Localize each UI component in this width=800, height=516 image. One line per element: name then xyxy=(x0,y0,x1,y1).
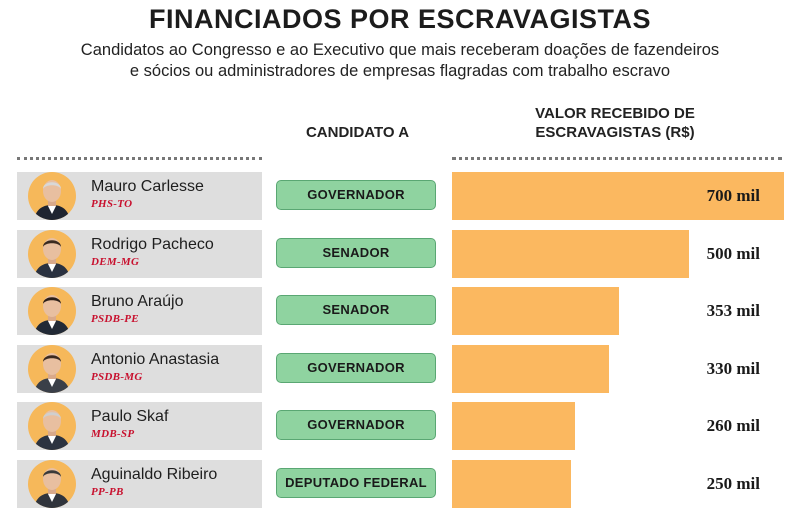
avatar xyxy=(28,229,76,278)
candidate-name: Paulo Skaf xyxy=(91,408,169,425)
candidate-name: Rodrigo Pacheco xyxy=(91,235,214,253)
office-badge: SENADOR xyxy=(276,237,436,268)
table-row: Paulo Skaf MDB-SP GOVERNADOR 260 mil xyxy=(0,402,800,458)
candidate-name: Mauro Carlesse xyxy=(91,178,204,195)
candidate-name: Antonio Anastasia xyxy=(91,350,220,368)
candidate-cell: Paulo Skaf MDB-SP xyxy=(17,402,262,450)
chart-subtitle: Candidatos ao Congresso e ao Executivo q… xyxy=(0,40,800,82)
candidate-party: PSDB-MG xyxy=(91,370,143,383)
office-badge: GOVERNADOR xyxy=(276,352,436,383)
candidate-name: Bruno Araújo xyxy=(91,293,184,310)
office-badge: SENADOR xyxy=(276,295,436,325)
chart-title: FINANCIADOS POR ESCRAVAGISTAS xyxy=(148,4,652,34)
subtitle-line-2: e sócios ou administradores de empresas … xyxy=(129,62,671,80)
candidate-cell: Mauro Carlesse PHS-TO xyxy=(17,172,262,220)
candidate-cell: Antonio Anastasia PSDB-MG xyxy=(17,344,262,393)
candidate-party: DEM-MG xyxy=(91,255,140,268)
divider-right xyxy=(452,157,782,160)
data-label: 330 mil xyxy=(706,358,760,378)
data-label: 250 mil xyxy=(706,473,760,493)
candidate-cell: Aguinaldo Ribeiro PP-PB xyxy=(17,459,262,508)
bar xyxy=(452,344,609,393)
table-row: Mauro Carlesse PHS-TO GOVERNADOR 700 mil xyxy=(0,172,800,228)
candidate-cell: Rodrigo Pacheco DEM-MG xyxy=(17,229,262,278)
candidate-party: PSDB-PE xyxy=(91,313,139,325)
bar xyxy=(452,459,571,508)
bar xyxy=(452,287,619,335)
avatar xyxy=(28,287,76,335)
table-row: Aguinaldo Ribeiro PP-PB DEPUTADO FEDERAL 25… xyxy=(0,459,800,516)
data-label: 700 mil xyxy=(706,186,760,205)
office-badge: GOVERNADOR xyxy=(276,410,436,440)
candidate-name: Aguinaldo Ribeiro xyxy=(91,465,218,483)
table-row: Antonio Anastasia PSDB-MG GOVERNADOR 330 mi… xyxy=(0,344,800,401)
column-header-value-line-1: VALOR RECEBIDO DE xyxy=(535,105,695,122)
bar xyxy=(452,172,784,220)
office-badge: GOVERNADOR xyxy=(276,180,436,210)
data-label: 353 mil xyxy=(706,301,760,320)
bar xyxy=(452,402,575,450)
candidate-cell: Bruno Araújo PSDB-PE xyxy=(17,287,262,335)
data-label: 500 mil xyxy=(706,243,760,263)
column-header-value: VALOR RECEBIDO DE ESCRAVAGISTAS (R$) xyxy=(500,104,730,142)
data-label: 260 mil xyxy=(706,416,760,435)
candidate-party: PHS-TO xyxy=(91,198,133,210)
avatar xyxy=(28,344,76,393)
bar xyxy=(452,229,689,278)
avatar xyxy=(28,402,76,450)
table-row: Bruno Araújo PSDB-PE SENADOR 353 mil xyxy=(0,287,800,343)
avatar xyxy=(28,459,76,508)
subtitle-line-1: Candidatos ao Congresso e ao Executivo q… xyxy=(80,41,720,59)
avatar xyxy=(28,172,76,220)
column-header-candidate: CANDIDATO A xyxy=(305,124,410,141)
office-badge: DEPUTADO FEDERAL xyxy=(276,467,436,498)
column-header-value-line-2: ESCRAVAGISTAS (R$) xyxy=(535,124,695,141)
candidate-party: MDB-SP xyxy=(91,428,135,440)
divider-left xyxy=(17,157,262,160)
table-row: Rodrigo Pacheco DEM-MG SENADOR 500 mil xyxy=(0,229,800,286)
candidate-party: PP-PB xyxy=(91,485,124,498)
